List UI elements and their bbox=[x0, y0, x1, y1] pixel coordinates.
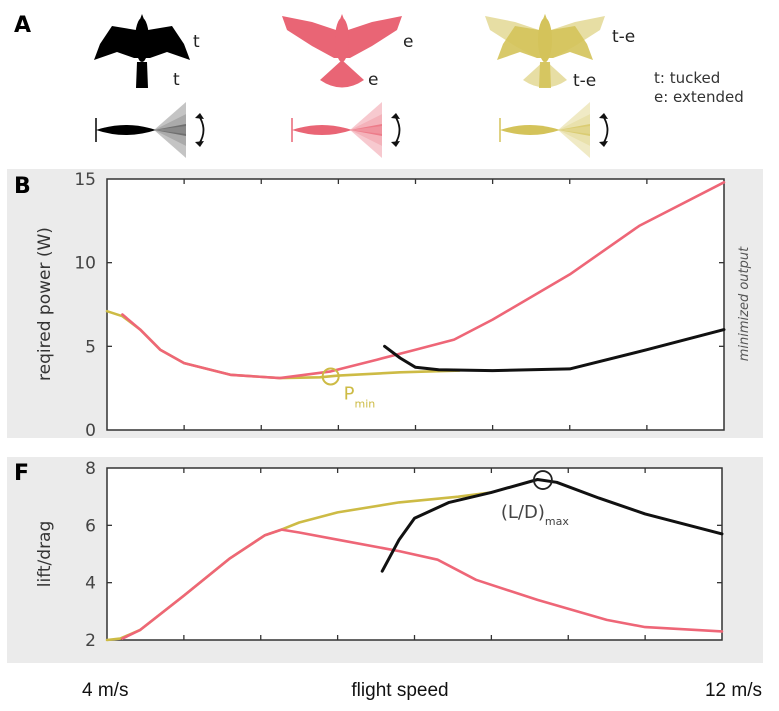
y-tick-label: 8 bbox=[85, 459, 96, 479]
panel-b-y-tick-labels: 0 5 10 15 bbox=[74, 170, 96, 441]
y-tick-label: 10 bbox=[74, 254, 96, 274]
pmin-label-subscript: min bbox=[355, 397, 376, 410]
tail-fan-shape bbox=[154, 102, 186, 130]
pmin-marker bbox=[321, 367, 340, 386]
panel-a: A t t e e t-e t-e t: tucked e: extended bbox=[14, 13, 744, 158]
tail-fan-shape bbox=[350, 130, 382, 146]
bird-extended-side-view bbox=[291, 102, 401, 158]
y-tick-label: 5 bbox=[85, 337, 96, 357]
arrow-head-up-icon bbox=[599, 113, 608, 119]
panel-f-letter: F bbox=[14, 461, 29, 486]
panel-b-y-axis-title: reqired power (W) bbox=[35, 227, 55, 381]
rotation-arrow-icon bbox=[198, 115, 205, 145]
panel-f-series bbox=[105, 478, 724, 642]
bird-tucked-wing-label: t bbox=[193, 32, 200, 52]
panel-f-y-tick-labels: 2 4 6 8 bbox=[85, 459, 96, 651]
tail-fan-shape bbox=[154, 130, 186, 146]
y-tick-label: 4 bbox=[85, 574, 96, 594]
panel-f-ticks bbox=[107, 468, 722, 640]
bird-tucked-extended-tail-label: t-e bbox=[573, 71, 596, 91]
tail-tucked-shape bbox=[539, 62, 551, 88]
tail-fan-shape bbox=[558, 130, 590, 146]
series-line-t bbox=[380, 478, 724, 573]
arrow-head-up-icon bbox=[195, 113, 204, 119]
series-line-e bbox=[121, 181, 726, 380]
bird-tucked-extended-top-view bbox=[485, 14, 605, 88]
legend-tucked: t: tucked bbox=[654, 69, 720, 87]
rotation-arrow-icon bbox=[602, 115, 609, 145]
panel-f-y-axis-title: lift/drag bbox=[35, 521, 55, 588]
panel-b-plot-area bbox=[106, 178, 725, 431]
bird-tucked-side-view bbox=[95, 102, 205, 158]
pmin-label: Pmin bbox=[344, 383, 376, 410]
bird-tucked-extended-side-view bbox=[499, 102, 609, 158]
ld-max-marker bbox=[532, 470, 553, 490]
body-side-shape bbox=[500, 125, 560, 135]
bird-extended-wing-label: e bbox=[403, 32, 413, 52]
panel-b: B 0 5 10 15 reqired power (W) minimized out… bbox=[7, 169, 763, 441]
bird-extended-top-view bbox=[282, 14, 402, 88]
body-shape bbox=[538, 18, 552, 62]
tail-fan-shape bbox=[558, 102, 590, 130]
tail-fan-shape bbox=[350, 130, 382, 158]
tail-fan-shape bbox=[154, 130, 186, 158]
x-axis-title: flight speed bbox=[351, 680, 448, 701]
arrow-head-down-icon bbox=[391, 141, 400, 147]
tail-shape bbox=[320, 60, 364, 88]
panel-a-letter: A bbox=[14, 13, 31, 38]
body-side-shape bbox=[96, 125, 156, 135]
x-axis-max-label: 12 m/s bbox=[705, 680, 762, 701]
series-line-t bbox=[383, 328, 726, 373]
side-label-minimized-output: minimized output bbox=[737, 246, 752, 361]
tail-shape bbox=[136, 62, 148, 88]
y-tick-label: 0 bbox=[85, 421, 96, 441]
bird-tucked-top-view bbox=[94, 14, 190, 88]
panel-b-series bbox=[105, 181, 726, 380]
rotation-arrow-icon bbox=[394, 115, 401, 145]
x-axis-min-label: 4 m/s bbox=[82, 680, 128, 701]
ld-max-label-main: (L/D) bbox=[501, 502, 545, 523]
tail-fan-shape bbox=[558, 130, 590, 158]
body-shape bbox=[335, 18, 349, 62]
arrow-head-down-icon bbox=[599, 141, 608, 147]
pmin-label-main: P bbox=[344, 383, 355, 404]
arrow-head-down-icon bbox=[195, 141, 204, 147]
bird-tucked-tail-label: t bbox=[173, 70, 180, 90]
body-shape bbox=[135, 18, 149, 62]
y-tick-label: 6 bbox=[85, 516, 96, 536]
series-line-e bbox=[121, 528, 724, 640]
bird-extended-tail-label: e bbox=[368, 70, 378, 90]
ld-max-label-subscript: max bbox=[545, 515, 569, 528]
y-tick-label: 15 bbox=[74, 170, 96, 190]
panel-f: F 2 4 6 8 lift/drag (L/D)max bbox=[7, 457, 763, 663]
panel-b-letter: B bbox=[14, 174, 31, 199]
y-tick-label: 2 bbox=[85, 631, 96, 651]
body-side-shape bbox=[292, 125, 352, 135]
ld-max-label: (L/D)max bbox=[501, 502, 569, 528]
legend-extended: e: extended bbox=[654, 88, 744, 106]
panel-b-ticks bbox=[107, 179, 724, 430]
bird-tucked-extended-wing-label: t-e bbox=[612, 27, 635, 47]
arrow-head-up-icon bbox=[391, 113, 400, 119]
tail-fan-shape bbox=[350, 102, 382, 130]
